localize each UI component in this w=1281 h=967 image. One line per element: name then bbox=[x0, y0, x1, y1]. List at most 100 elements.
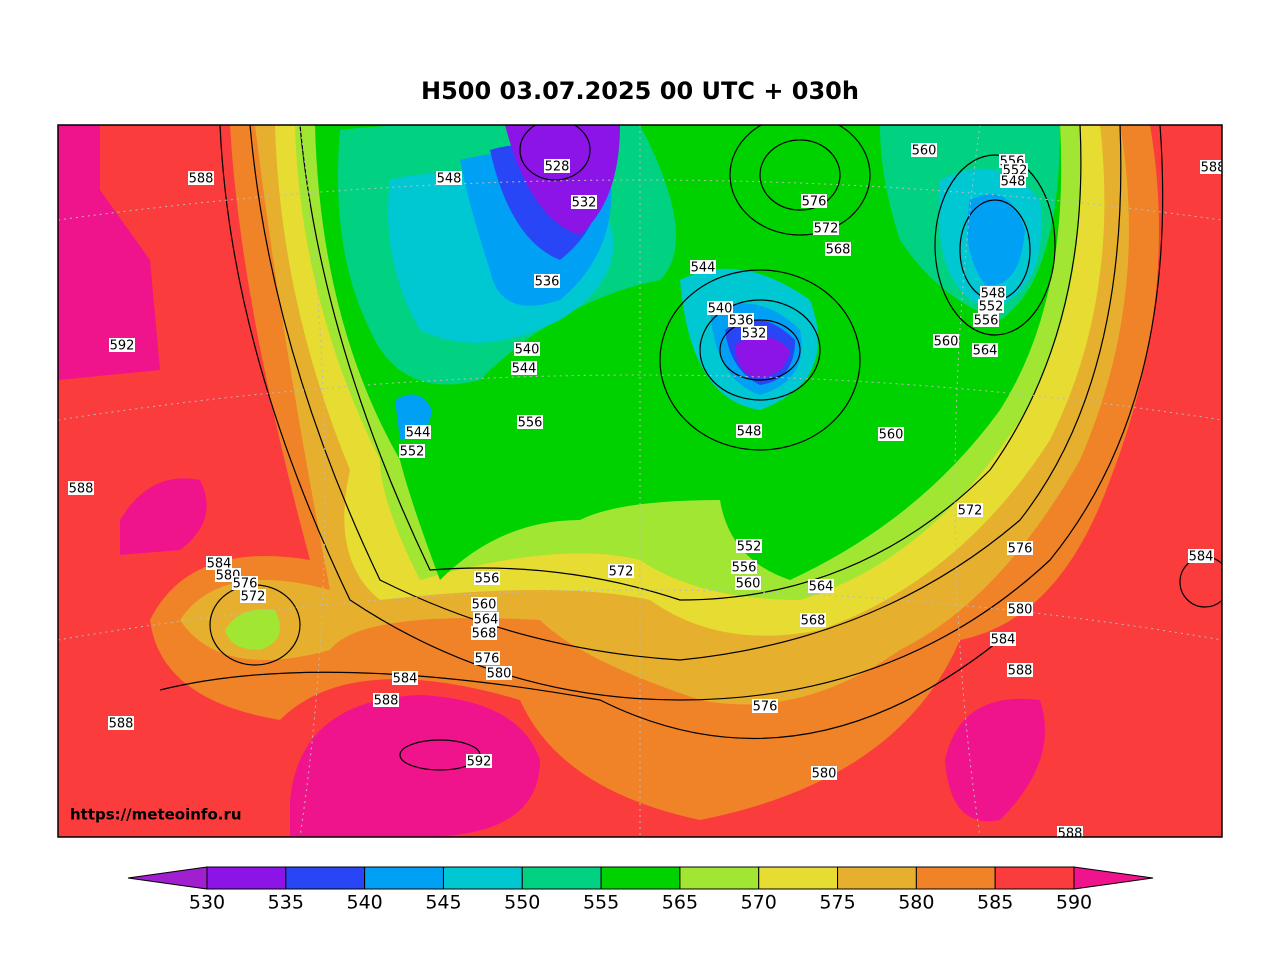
contour-label: 572 bbox=[241, 590, 266, 605]
contour-label: 528 bbox=[545, 160, 570, 175]
contour-label: 560 bbox=[472, 598, 497, 613]
colorbar-tick-label: 590 bbox=[1056, 892, 1092, 914]
contour-label: 540 bbox=[708, 302, 733, 317]
contour-label-bg bbox=[486, 666, 512, 680]
contour-label-bg bbox=[1007, 602, 1033, 616]
contour-label-bg bbox=[474, 571, 500, 585]
colorbar-box bbox=[915, 866, 996, 890]
contour-label: 576 bbox=[475, 652, 500, 667]
contour-label-bg bbox=[690, 260, 716, 274]
colorbar-box bbox=[285, 866, 366, 890]
contour-label: 544 bbox=[512, 362, 537, 377]
contour-label: 564 bbox=[809, 580, 834, 595]
contour-label: 568 bbox=[801, 614, 826, 629]
contour-label: 572 bbox=[814, 222, 839, 237]
colorbar-box bbox=[442, 866, 523, 890]
contour-label-bg bbox=[232, 576, 258, 590]
contour-label-bg bbox=[736, 539, 762, 553]
colorbar-tick-label: 585 bbox=[977, 892, 1013, 914]
colorbar-box bbox=[994, 866, 1075, 890]
contour-label: 580 bbox=[812, 767, 837, 782]
contour-label: 588 bbox=[109, 717, 134, 732]
contour-label-bg bbox=[752, 699, 778, 713]
contour-label: 584 bbox=[1189, 550, 1214, 565]
contour-label: 576 bbox=[802, 195, 827, 210]
contour-label: 588 bbox=[1201, 161, 1226, 176]
contour-label-bg bbox=[109, 338, 135, 352]
contour-label-bg bbox=[471, 597, 497, 611]
contour-label-bg bbox=[399, 444, 425, 458]
contour-label: 560 bbox=[912, 144, 937, 159]
colorbar-tick-label: 555 bbox=[583, 892, 619, 914]
contour-label-bg bbox=[911, 143, 937, 157]
contour-label: 580 bbox=[487, 667, 512, 682]
contour-label: 576 bbox=[233, 577, 258, 592]
contour-label: 588 bbox=[69, 482, 94, 497]
contour-label-bg bbox=[736, 424, 762, 438]
contour-label-bg bbox=[728, 313, 754, 327]
colorbar-tick-label: 545 bbox=[425, 892, 461, 914]
contour-label-bg bbox=[735, 576, 761, 590]
contour-label-bg bbox=[980, 286, 1006, 300]
colorbar-box bbox=[521, 866, 602, 890]
contour-label: 544 bbox=[406, 426, 431, 441]
contour-label-bg bbox=[731, 560, 757, 574]
contour-label-bg bbox=[466, 754, 492, 768]
contour-label: 572 bbox=[958, 504, 983, 519]
colorbar-over bbox=[1073, 866, 1154, 890]
contour-label-bg bbox=[707, 301, 733, 315]
contour-label-bg bbox=[800, 613, 826, 627]
contour-label: 584 bbox=[991, 633, 1016, 648]
contour-label-bg bbox=[957, 503, 983, 517]
contour-label: 580 bbox=[1008, 603, 1033, 618]
contour-label: 532 bbox=[742, 327, 767, 342]
contour-label-bg bbox=[801, 194, 827, 208]
contour-label: 568 bbox=[472, 627, 497, 642]
contour-label: 588 bbox=[1058, 827, 1083, 842]
title: H500 03.07.2025 00 UTC + 030h bbox=[421, 77, 859, 105]
contour-label-bg bbox=[1057, 826, 1083, 837]
colorbar-box bbox=[758, 866, 839, 890]
contour-label-bg bbox=[990, 632, 1016, 646]
colorbar-box bbox=[679, 866, 760, 890]
contour-label: 560 bbox=[934, 335, 959, 350]
contour-label-bg bbox=[517, 415, 543, 429]
contour-label-bg bbox=[973, 313, 999, 327]
contour-label-bg bbox=[972, 343, 998, 357]
colorbar-under bbox=[127, 866, 208, 890]
contour-label: 536 bbox=[729, 314, 754, 329]
colorbar-box bbox=[206, 866, 287, 890]
contour-label-bg bbox=[933, 334, 959, 348]
contour-label: 588 bbox=[374, 694, 399, 709]
contour-label: 556 bbox=[475, 572, 500, 587]
contour-label: 588 bbox=[1008, 664, 1033, 679]
colorbar-tick-label: 530 bbox=[189, 892, 225, 914]
contour-label: 564 bbox=[973, 344, 998, 359]
colorbar: 530 535 540 545 550 555 565 570 575 580 585 590 bbox=[127, 866, 1154, 914]
contour-label-bg bbox=[1000, 174, 1026, 188]
contour-label-bg bbox=[1007, 663, 1033, 677]
contour-label: 572 bbox=[609, 565, 634, 580]
contour-label: 588 bbox=[189, 172, 214, 187]
contour-label: 556 bbox=[974, 314, 999, 329]
map-frame bbox=[57, 124, 1223, 838]
contour-label: 556 bbox=[518, 416, 543, 431]
contour-label: 556 bbox=[732, 561, 757, 576]
contour-label-bg bbox=[808, 579, 834, 593]
colorbar-tick-label: 580 bbox=[898, 892, 934, 914]
contour-label-bg bbox=[544, 159, 570, 173]
contour-label: 548 bbox=[981, 287, 1006, 302]
contour-label: 548 bbox=[437, 172, 462, 187]
contour-label-bg bbox=[474, 651, 500, 665]
map-area: 588 5485285325365405445565445525765725685… bbox=[58, 125, 1226, 842]
contour-label-bg bbox=[608, 564, 634, 578]
contour-label-bg bbox=[1200, 160, 1222, 174]
contour-label: 552 bbox=[400, 445, 425, 460]
contour-label: 592 bbox=[110, 339, 135, 354]
contour-label-bg bbox=[511, 361, 537, 375]
colorbar-tick-label: 540 bbox=[347, 892, 383, 914]
contour-label: 568 bbox=[826, 243, 851, 258]
contour-label-bg bbox=[813, 221, 839, 235]
